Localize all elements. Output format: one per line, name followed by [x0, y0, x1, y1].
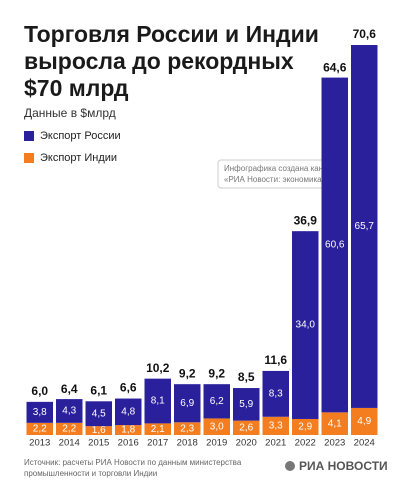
- logo: РИА НОВОСТИ: [299, 459, 388, 473]
- x-tick-label: 2014: [59, 438, 80, 449]
- logo-icon: [285, 461, 295, 471]
- value-label: 4,1: [328, 418, 342, 429]
- value-label: 6,2: [210, 396, 224, 407]
- total-label: 10,2: [146, 361, 170, 375]
- value-label: 65,7: [355, 221, 375, 232]
- bar-segment: [174, 384, 201, 423]
- legend-swatch: [24, 153, 34, 163]
- value-label: 4,8: [121, 406, 135, 417]
- source: промышленности и торговли Индии: [24, 469, 157, 478]
- subtitle: Данные в $млрд: [24, 106, 116, 120]
- bar-segment: [351, 45, 378, 408]
- total-label: 9,2: [179, 366, 196, 380]
- total-label: 11,6: [264, 353, 287, 367]
- value-label: 2,2: [33, 424, 47, 435]
- bar-segment: [262, 416, 289, 435]
- value-label: 8,3: [269, 388, 283, 399]
- value-label: 2,2: [62, 424, 76, 435]
- total-label: 70,6: [353, 27, 377, 41]
- total-label: 8,5: [238, 370, 255, 384]
- value-label: 60,6: [325, 240, 345, 251]
- annotation-text: Инфографика создана каналом: [224, 164, 342, 173]
- bar-segment: [351, 407, 378, 435]
- value-label: 3,8: [33, 407, 47, 418]
- bar-segment: [56, 399, 83, 423]
- total-label: 6,1: [90, 383, 107, 397]
- total-label: 6,4: [61, 382, 78, 396]
- annotation-text: «РИА Новости: экономика»: [224, 175, 327, 184]
- value-label: 8,1: [151, 396, 165, 407]
- value-label: 2,3: [180, 423, 194, 434]
- bar-segment: [321, 412, 348, 435]
- legend-label: Экспорт России: [40, 130, 121, 142]
- bar-segment: [56, 422, 83, 435]
- bar-segment: [144, 378, 171, 424]
- bar-segment: [292, 418, 319, 435]
- total-label: 6,6: [120, 381, 137, 395]
- x-tick-label: 2019: [206, 438, 227, 449]
- x-tick-label: 2022: [295, 438, 316, 449]
- value-label: 3,0: [210, 421, 224, 432]
- legend-label: Экспорт Индии: [40, 152, 117, 164]
- x-tick-label: 2024: [354, 438, 375, 449]
- bar-segment: [115, 398, 142, 426]
- x-tick-label: 2021: [265, 438, 286, 449]
- value-label: 4,5: [92, 408, 106, 419]
- value-label: 6,9: [180, 398, 194, 409]
- bar-segment: [85, 426, 112, 435]
- x-tick-label: 2016: [118, 438, 139, 449]
- x-tick-label: 2017: [147, 438, 168, 449]
- x-tick-label: 2018: [177, 438, 198, 449]
- value-label: 4,3: [62, 406, 76, 417]
- bar-segment: [203, 418, 230, 435]
- chart-title: выросла до рекордных: [24, 48, 294, 74]
- bar-segment: [115, 425, 142, 435]
- bar-segment: [85, 401, 112, 427]
- value-label: 2,1: [151, 424, 165, 435]
- value-label: 2,6: [239, 422, 253, 433]
- bar-segment: [292, 231, 319, 419]
- legend-swatch: [24, 131, 34, 141]
- chart-title: Торговля России и Индии: [24, 21, 319, 47]
- total-label: 6,0: [31, 384, 48, 398]
- bar-segment: [233, 388, 260, 421]
- x-tick-label: 2015: [88, 438, 109, 449]
- x-tick-label: 2020: [236, 438, 257, 449]
- bar-segment: [203, 384, 230, 419]
- value-label: 2,9: [298, 422, 312, 433]
- bar-segment: [321, 77, 348, 413]
- chart-title: $70 млрд: [24, 75, 129, 101]
- total-label: 64,6: [323, 60, 347, 74]
- value-label: 5,9: [239, 399, 253, 410]
- value-label: 1,6: [92, 425, 106, 436]
- bar-segment: [26, 422, 53, 435]
- bar-segment: [262, 370, 289, 417]
- value-label: 34,0: [296, 320, 316, 331]
- x-tick-label: 2023: [324, 438, 345, 449]
- total-label: 36,9: [294, 213, 318, 227]
- bar-segment: [144, 423, 171, 435]
- x-tick-label: 2013: [29, 438, 50, 449]
- value-label: 4,9: [357, 416, 371, 427]
- total-label: 9,2: [208, 366, 225, 380]
- value-label: 1,8: [121, 425, 135, 436]
- bar-segment: [26, 401, 53, 423]
- bar-segment: [233, 420, 260, 435]
- source: Источник: расчеты РИА Новости по данным …: [24, 458, 242, 467]
- bar-segment: [174, 422, 201, 435]
- value-label: 3,3: [269, 421, 283, 432]
